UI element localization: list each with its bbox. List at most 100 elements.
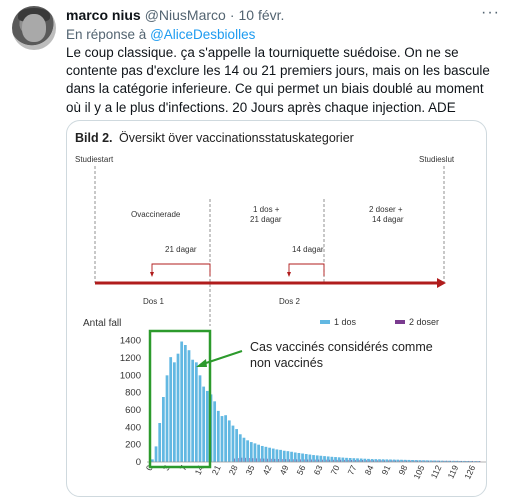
bar-one-dose	[403, 459, 407, 462]
svg-text:Bild 2. Översikt över: Bild 2. Översikt över vaccinationsstatus…	[75, 131, 354, 145]
chart-legend: 1 dos 2 doser	[320, 317, 439, 327]
bar-one-dose	[304, 454, 308, 462]
bar-one-dose	[242, 437, 246, 462]
studieslut-label: Studieslut	[419, 155, 455, 164]
y-tick-label: 600	[125, 405, 141, 416]
bar-one-dose	[451, 460, 455, 462]
bar-one-dose	[374, 459, 378, 462]
gap-bracket-14	[288, 263, 325, 276]
bar-one-dose	[238, 434, 242, 462]
bar-one-dose	[337, 457, 341, 462]
x-tick-label: 98	[396, 463, 409, 476]
gap-bracket-21	[151, 263, 211, 276]
reply-prefix: En réponse à	[66, 27, 147, 42]
avatar[interactable]	[12, 6, 56, 50]
bar-one-dose	[473, 461, 477, 462]
bar-one-dose	[436, 460, 440, 462]
bar-one-dose	[290, 451, 293, 462]
legend-label-one-dose: 1 dos	[334, 317, 357, 327]
bar-one-dose	[370, 459, 374, 462]
legend-label-two-doses: 2 doser	[409, 317, 439, 327]
segment-one-dose-line2: 21 dagar	[250, 215, 282, 224]
bar-one-dose	[359, 458, 363, 462]
annotation-arrowhead	[196, 359, 207, 367]
bar-one-dose	[348, 458, 352, 462]
author-name[interactable]: marco nius	[66, 7, 141, 23]
bar-one-dose	[187, 350, 191, 462]
annotation-line2: non vaccinés	[250, 356, 323, 370]
bar-one-dose	[462, 460, 466, 462]
bar-one-dose	[429, 460, 433, 462]
x-tick-label: 84	[362, 463, 375, 476]
bar-one-dose	[422, 460, 425, 462]
bar-one-dose	[433, 460, 436, 462]
bar-one-dose	[378, 459, 381, 462]
highlight-box	[148, 329, 212, 469]
tweet-header: marco nius @NiusMarco · 10 févr.	[66, 7, 284, 25]
author-handle[interactable]: @NiusMarco	[144, 7, 226, 23]
separator: ·	[229, 7, 235, 23]
tweet-date[interactable]: 10 févr.	[238, 7, 285, 23]
bar-one-dose	[341, 457, 345, 462]
bar-one-dose	[312, 455, 315, 462]
bar-one-dose	[246, 440, 249, 462]
bar-one-dose	[345, 457, 348, 462]
bar-one-dose	[323, 456, 326, 462]
bar-one-dose	[385, 459, 389, 462]
y-tick-label: 1200	[120, 353, 141, 364]
x-tick-label: 56	[295, 463, 308, 476]
dose2-label: Dos 2	[279, 297, 300, 306]
bar-one-dose	[301, 453, 304, 462]
bar-one-dose	[286, 451, 290, 462]
bar-one-dose	[165, 375, 169, 462]
bar-one-dose	[400, 459, 403, 462]
bar-one-dose	[202, 386, 206, 462]
bar-one-dose	[249, 442, 253, 462]
x-tick-label: 119	[446, 463, 461, 480]
bar-one-dose	[458, 460, 462, 462]
bar-one-dose	[455, 460, 458, 462]
dose1-marker	[150, 272, 154, 277]
bar-one-dose	[275, 449, 279, 462]
bar-one-dose	[253, 443, 257, 462]
segment-unvaccinated: Ovaccinerade	[131, 210, 181, 219]
x-tick-label: 28	[227, 463, 240, 476]
y-tick-label: 200	[125, 440, 141, 451]
bar-one-dose	[425, 460, 429, 462]
bar-one-dose	[363, 458, 367, 462]
chart-ylabel: Antal fall	[83, 318, 121, 329]
bar-one-dose	[260, 445, 264, 462]
gap-21-days-label: 21 dagar	[165, 245, 197, 254]
bar-one-dose	[205, 390, 209, 462]
x-tick-label: 77	[345, 463, 358, 476]
x-tick-label: 49	[278, 463, 291, 476]
bar-one-dose	[169, 357, 173, 462]
chart-y-ticks: 0 200 400 600 800 1000 1200 1400	[120, 336, 141, 468]
bar-one-dose	[330, 456, 334, 462]
bar-one-dose	[220, 416, 224, 462]
tweet-media-image[interactable]: Bild 2. Översikt över vaccinationsstatus…	[66, 120, 487, 497]
figure-svg: Bild 2. Översikt över vaccinationsstatus…	[75, 131, 486, 481]
x-tick-label: 91	[379, 463, 392, 476]
bar-one-dose	[447, 460, 451, 462]
segment-one-dose-line1: 1 dos +	[253, 205, 280, 214]
bar-one-dose	[180, 341, 184, 462]
timeline-arrowhead	[437, 278, 446, 288]
bar-one-dose	[154, 446, 158, 462]
bar-one-dose	[151, 459, 154, 462]
bar-one-dose	[469, 461, 473, 462]
bar-one-dose	[319, 455, 323, 462]
legend-swatch-two-doses	[395, 320, 405, 324]
reply-to-link[interactable]: @AliceDesbiolles	[150, 27, 256, 42]
gap-brackets	[151, 263, 325, 276]
y-tick-label: 0	[136, 457, 141, 468]
annotation-arrow-line	[199, 350, 243, 366]
bar-one-dose	[297, 452, 301, 462]
bar-one-dose	[213, 401, 217, 462]
bar-one-dose	[264, 446, 268, 462]
bar-one-dose	[315, 455, 319, 462]
more-horizontal-icon[interactable]: ···	[481, 4, 500, 21]
studiestart-label: Studiestart	[75, 155, 114, 164]
bar-one-dose	[418, 460, 422, 462]
